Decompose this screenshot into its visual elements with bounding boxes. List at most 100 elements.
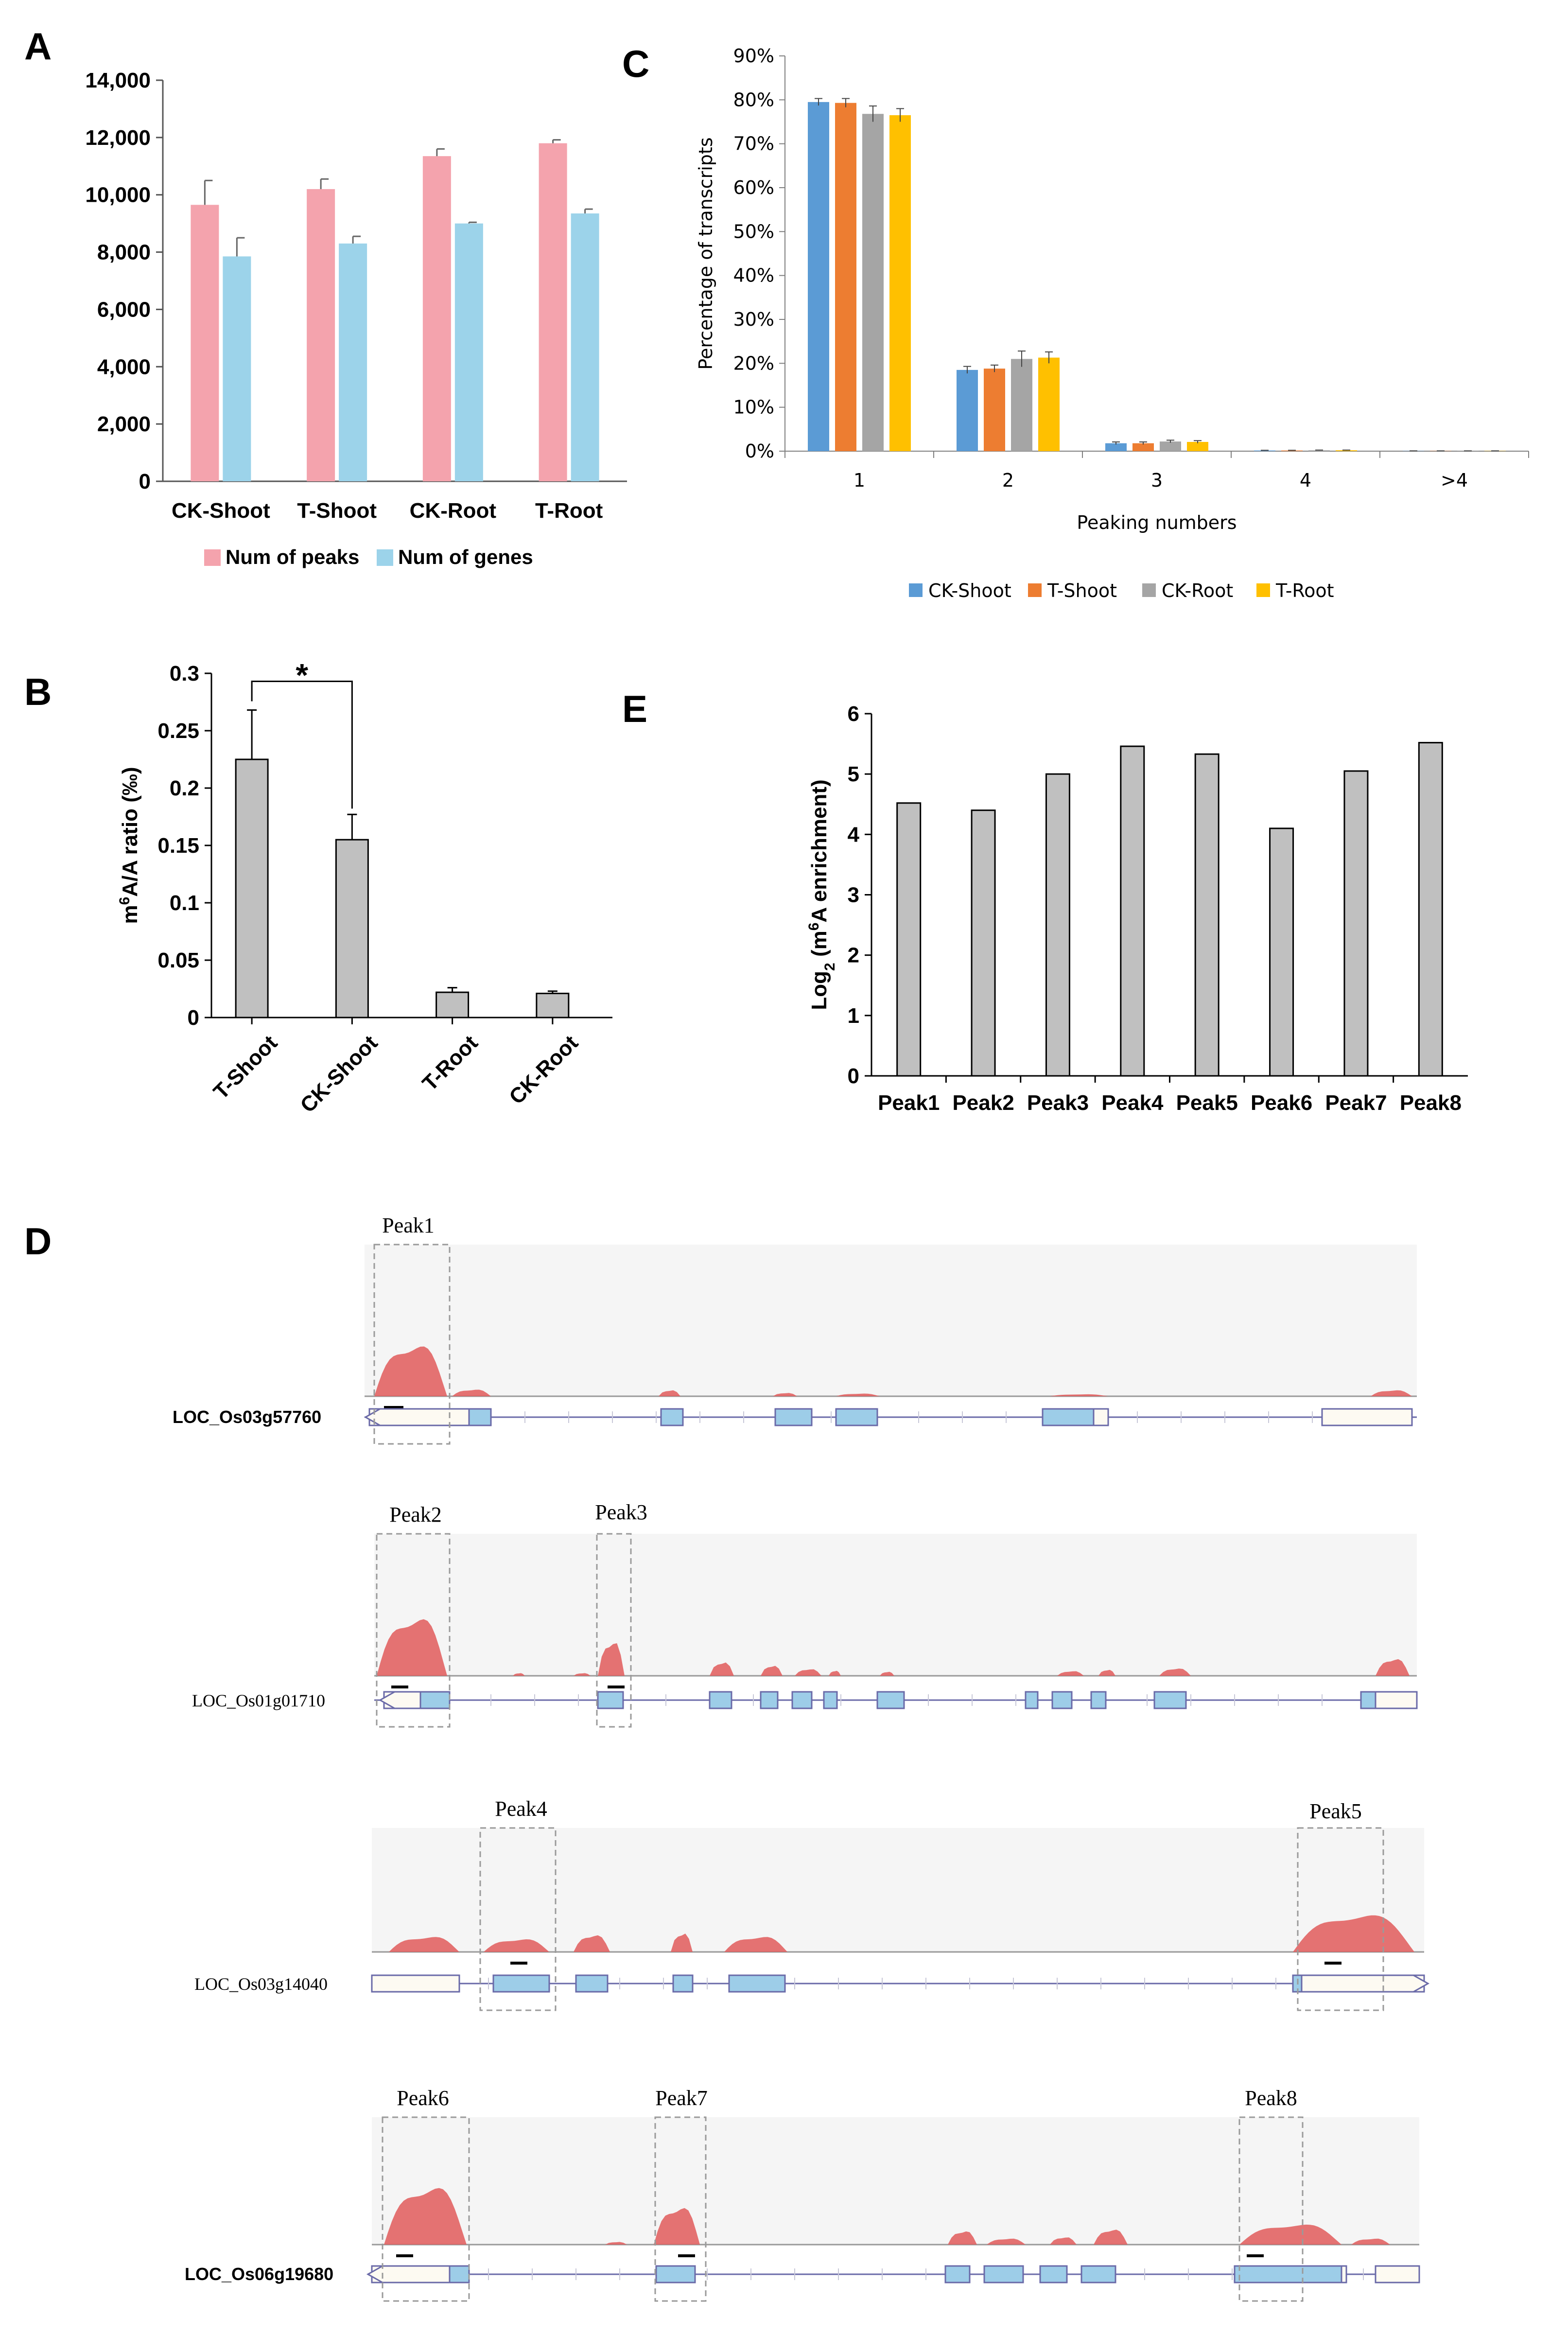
utr-box <box>1375 1691 1418 1709</box>
utr-box <box>368 1408 470 1426</box>
coverage-peak <box>384 2188 467 2245</box>
y-tick-label: 0.15 <box>157 834 199 858</box>
utr-box <box>371 1974 460 1993</box>
peak-highlight-box <box>373 1244 451 1445</box>
x-tick-label: CK-Shoot <box>172 499 270 523</box>
y-tick-label: 0.1 <box>170 891 199 915</box>
legend-swatch <box>377 549 393 566</box>
legend-label: CK-Shoot <box>928 580 1011 601</box>
y-tick-label: 0 <box>848 1064 859 1088</box>
coverage-peak <box>659 1390 680 1396</box>
utr-box <box>371 2265 451 2283</box>
y-tick-label: 40% <box>733 265 774 286</box>
coverage-track: Peak1 LOC_Os03g57760 <box>173 1213 1417 1445</box>
bar <box>1308 450 1330 451</box>
coverage-peak <box>671 1933 693 1952</box>
exon-box <box>660 1408 684 1426</box>
y-tick-label: 20% <box>733 352 774 374</box>
exon-box <box>835 1408 878 1426</box>
exon-box <box>575 1974 609 1993</box>
bar <box>1343 770 1369 1077</box>
bar <box>339 243 367 481</box>
y-tick-label: 0.2 <box>170 776 199 800</box>
x-tick-label: Peak8 <box>1400 1091 1462 1115</box>
utr-box <box>1301 1974 1425 1993</box>
y-tick-label: 0.05 <box>157 948 199 972</box>
bar <box>571 213 599 482</box>
coverage-peak <box>484 1939 549 1952</box>
coverage-peak <box>880 1671 894 1676</box>
x-tick-label: >4 <box>1441 470 1468 491</box>
bar <box>984 369 1005 451</box>
y-tick-label: 1 <box>848 1004 859 1028</box>
legend-label: CK-Root <box>1162 580 1233 601</box>
bar <box>808 102 829 452</box>
strand-arrow <box>378 1691 395 1709</box>
y-tick-label: 70% <box>733 133 774 155</box>
peak-label: Peak4 <box>495 1797 547 1821</box>
chart-e: 0 1 2 3 4 5 6 Peak1 Peak2 Peak3 Peak4 Peak5 Peak6 Pea… <box>806 702 1468 1115</box>
coverage-peak <box>1057 1671 1084 1676</box>
x-tick-label: 3 <box>1151 470 1163 491</box>
exon-box <box>672 1974 694 1993</box>
exon-box <box>449 2265 470 2283</box>
exon-box <box>823 1691 838 1709</box>
peak-marker <box>678 2254 695 2257</box>
chart-c: 0% 10% 20% 30% 40% 50% 60% 70% 80% 90% 1 2 3 4 >4 Peaki… <box>695 45 1529 601</box>
bar <box>889 115 911 451</box>
x-axis-title: Peaking numbers <box>1077 512 1237 533</box>
x-tick-label: CK-Root <box>410 499 497 523</box>
exon-box <box>492 1974 550 1993</box>
peak-highlight-box <box>376 1533 451 1728</box>
track-background <box>372 1828 1424 1952</box>
coverage-peak <box>513 1673 525 1676</box>
coverage-peak <box>574 1673 591 1676</box>
y-tick-label: 60% <box>733 177 774 198</box>
coverage-peak <box>1098 1669 1115 1676</box>
significance-bracket <box>251 681 353 809</box>
peak-highlight-box <box>1297 1827 1384 2011</box>
utr-box <box>1093 1408 1109 1426</box>
panel-label-b: B <box>24 670 52 713</box>
y-tick-label: 2,000 <box>97 412 151 436</box>
y-tick-label: 6 <box>848 702 859 726</box>
coverage-peak <box>377 1619 447 1676</box>
bar <box>1194 753 1220 1077</box>
exon-box <box>419 1691 451 1709</box>
exon-box <box>728 1974 786 1993</box>
y-tick-label: 90% <box>733 45 774 67</box>
y-tick-label: 4,000 <box>97 355 151 379</box>
bar <box>436 991 470 1019</box>
coverage-peak <box>1371 1390 1412 1396</box>
bar <box>1187 442 1208 451</box>
coverage-peak <box>836 1393 880 1396</box>
x-tick-label: 4 <box>1300 470 1311 491</box>
strand-arrow <box>366 2265 383 2283</box>
y-tick-label: 2 <box>848 944 859 967</box>
bar <box>1336 450 1357 451</box>
x-tick-label: Peak3 <box>1027 1091 1089 1115</box>
exon-box <box>1153 1691 1187 1709</box>
coverage-peak <box>1050 1394 1108 1396</box>
legend-swatch <box>1142 583 1156 597</box>
x-tick-label: 2 <box>1002 470 1014 491</box>
significance-star: * <box>296 657 308 693</box>
bar <box>1418 742 1443 1077</box>
exon-box <box>1042 1408 1095 1426</box>
track-background <box>365 1245 1417 1396</box>
x-tick-label: T-Root <box>418 1031 483 1095</box>
bar <box>862 114 884 452</box>
y-tick-label: 8,000 <box>97 241 151 264</box>
chart-a: 0 2,000 4,000 6,000 8,000 10,000 12,000 14,000 C… <box>85 69 627 568</box>
peak-highlight-box <box>479 1827 557 2011</box>
legend-label: Num of genes <box>398 545 533 568</box>
y-tick-label: 3 <box>848 883 859 907</box>
coverage-peak <box>1094 2230 1128 2245</box>
x-tick-label: Peak6 <box>1251 1091 1312 1115</box>
coverage-peak <box>1351 2238 1390 2245</box>
y-tick-label: 0% <box>745 440 774 462</box>
exon-box <box>1234 2265 1342 2283</box>
panel-d-coverage-tracks: Peak1 LOC_Os03g57760 Peak2 Peak3 LOC_Os01g01… <box>173 1213 1430 2302</box>
gene-label: LOC_Os03g14040 <box>194 1974 328 1994</box>
gene-label: LOC_Os01g01710 <box>192 1691 325 1710</box>
